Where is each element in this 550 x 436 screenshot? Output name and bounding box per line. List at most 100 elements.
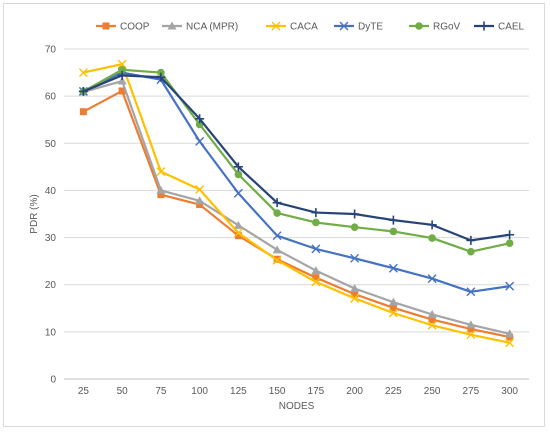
y-tick-label: 10 [45,327,57,338]
data-point-nca-mpr [195,196,205,205]
x-tick-label: 150 [269,386,286,397]
series-line-nca-mpr [83,79,510,335]
legend-marker [339,21,349,31]
data-point-coop [312,274,320,282]
x-tick-label: 125 [230,386,247,397]
data-point-nca-mpr [466,320,476,329]
data-point-cael [78,86,88,96]
data-point-cael [156,72,166,82]
data-point-nca-mpr [311,266,321,275]
data-point-nca-mpr [388,297,398,306]
legend-label: RGoV [433,22,461,33]
data-point-cael [195,114,205,124]
data-point-dyte [233,188,243,198]
data-point-cael [272,198,282,208]
series-cael [78,70,515,245]
data-point-coop [351,290,359,298]
data-point-cael [233,162,243,172]
data-point-caca [466,330,476,340]
data-point-caca [78,68,88,78]
legend-label: NCA (MPR) [186,22,238,33]
data-point-rgov [389,227,398,236]
legend-label: CAEL [498,22,525,33]
data-point-nca-mpr [156,185,166,194]
x-tick-label: 50 [117,386,129,397]
legend-marker [167,21,177,30]
x-tick-label: 100 [191,386,208,397]
data-point-dyte [311,244,321,254]
data-point-nca-mpr [505,329,515,338]
data-point-rgov [118,65,126,74]
chart-frame: 0 10 20 30 40 50 60 70 25 50 75 100 125 150 175 200 225 2… [3,3,545,427]
legend-marker [102,22,110,30]
series-line-coop [82,89,510,339]
data-point-coop [79,108,87,116]
data-point-cael [350,209,360,219]
data-point-coop [157,191,165,199]
data-point-nca-mpr [427,309,437,318]
y-tick-label: 60 [45,92,57,103]
data-point-rgov [234,170,243,179]
data-point-dyte [427,274,437,284]
data-point-dyte [466,287,476,297]
data-point-caca [156,167,166,177]
y-tick-label: 70 [45,45,57,56]
data-point-caca [388,308,398,318]
legend-item-nca-mpr: NCA (MPR) [162,21,238,33]
data-point-rgov [505,239,514,248]
data-point-cael [466,235,476,245]
data-point-caca [233,228,243,238]
legend-item-dyte: DyTE [334,22,383,33]
data-point-rgov [467,247,475,256]
series-caca [78,59,515,348]
data-point-rgov [428,234,436,242]
y-tick-label: 30 [45,233,57,244]
x-tick-label: 25 [78,386,90,397]
legend-label: CACA [290,22,318,33]
y-tick-label: 40 [45,186,57,197]
data-point-caca [195,184,205,194]
data-point-coop [389,304,397,312]
data-point-caca [311,277,321,287]
data-point-dyte [195,136,205,146]
series-line-rgov [82,68,510,253]
series-rgov [79,65,514,256]
data-point-dyte [388,263,398,273]
y-tick-label: 20 [45,280,57,291]
x-tick-label: 275 [463,386,480,397]
legend-marker [415,22,423,30]
y-tick-label: 50 [45,139,57,150]
legend-marker [479,21,489,31]
series-line-dyte [82,71,510,293]
legend-label: COOP [120,22,150,33]
data-point-caca [272,255,282,265]
legend-item-cael: CAEL [474,21,525,33]
legend-item-coop: COOP [96,22,150,33]
data-point-cael [388,215,398,225]
data-point-coop [428,316,436,324]
legend-label: DyTE [358,22,383,33]
data-point-nca-mpr [272,245,282,254]
data-point-coop [234,232,242,240]
data-point-caca [505,338,515,348]
legend: COOP NCA (MPR) CACA DyTE RGoV CAEL [96,21,525,33]
data-point-caca [117,59,127,69]
data-point-rgov [157,68,165,77]
data-point-nca-mpr [233,220,243,229]
x-axis-title: NODES [279,401,315,412]
data-point-dyte [505,281,515,291]
line-chart: 0 10 20 30 40 50 60 70 25 50 75 100 125 150 175 200 225 2… [29,21,529,412]
y-axis-title: PDR (%) [29,194,40,233]
data-point-cael [505,230,515,240]
axes: 0 10 20 30 40 50 60 70 25 50 75 100 125 150 175 200 225 2… [45,45,519,398]
data-point-rgov [312,218,320,227]
data-point-caca [427,320,437,330]
y-tick-label: 0 [50,375,56,386]
x-tick-label: 75 [155,386,167,397]
x-tick-label: 175 [308,386,325,397]
series-line-cael [82,74,510,242]
data-point-rgov [273,209,281,217]
data-point-rgov [350,223,359,231]
data-point-dyte [350,253,360,263]
legend-marker [271,21,281,31]
